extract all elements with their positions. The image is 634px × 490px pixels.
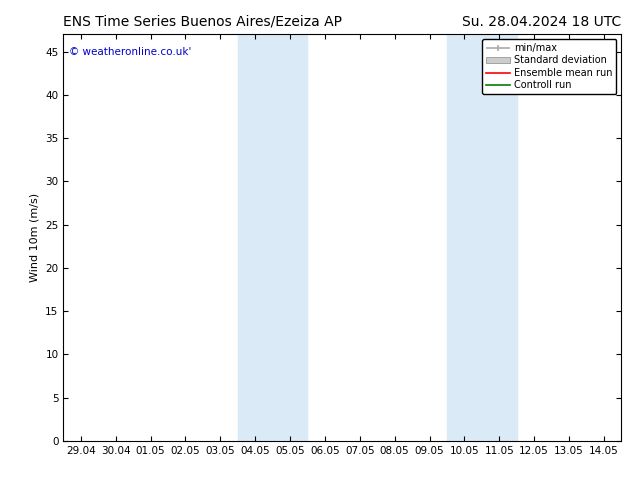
- Y-axis label: Wind 10m (m/s): Wind 10m (m/s): [30, 193, 40, 282]
- Bar: [238, 34, 307, 441]
- Text: Su. 28.04.2024 18 UTC: Su. 28.04.2024 18 UTC: [462, 15, 621, 29]
- Text: ENS Time Series Buenos Aires/Ezeiza AP: ENS Time Series Buenos Aires/Ezeiza AP: [63, 15, 342, 29]
- Text: © weatheronline.co.uk': © weatheronline.co.uk': [69, 47, 191, 56]
- Legend: min/max, Standard deviation, Ensemble mean run, Controll run: min/max, Standard deviation, Ensemble me…: [482, 39, 616, 94]
- Bar: [447, 34, 517, 441]
